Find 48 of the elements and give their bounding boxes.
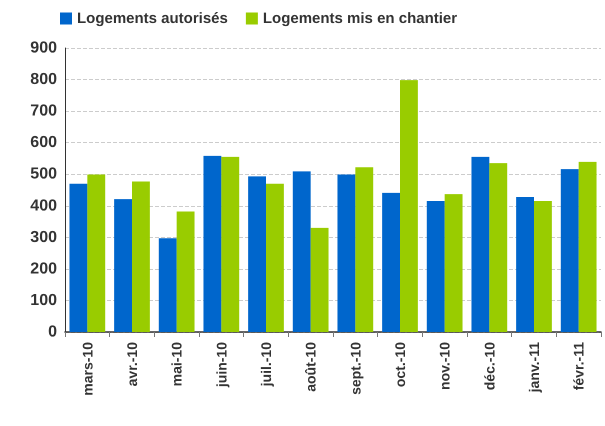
bar — [489, 163, 508, 332]
bar — [248, 176, 266, 332]
y-tick-label: 500 — [30, 166, 58, 183]
y-tick-label: 100 — [30, 292, 58, 309]
bar — [69, 184, 88, 332]
x-tick-label: mars-10 — [79, 342, 96, 396]
x-tick-label: août-10 — [302, 342, 319, 392]
legend-label: Logements mis en chantier — [262, 10, 458, 27]
bar — [382, 192, 400, 332]
bar — [203, 156, 222, 332]
bar — [560, 169, 579, 332]
x-tick-label: juin-10 — [213, 342, 230, 388]
bar — [426, 201, 445, 332]
bar — [132, 181, 150, 332]
y-tick-label: 900 — [30, 40, 58, 56]
x-tick-label: sept.-10 — [347, 342, 364, 395]
bar — [266, 184, 284, 332]
x-tick-label: oct.-10 — [392, 342, 408, 388]
bar — [176, 211, 195, 332]
y-tick-label: 300 — [30, 228, 58, 246]
y-tick-label: 700 — [30, 102, 58, 120]
x-tick-label: déc.-10 — [481, 342, 498, 390]
y-tick-label: 800 — [30, 71, 58, 88]
bar — [292, 171, 311, 332]
bar — [114, 199, 132, 332]
bar — [444, 194, 463, 332]
bar — [516, 196, 534, 332]
x-tick-label: nov.-10 — [436, 342, 453, 390]
bar — [578, 162, 597, 332]
bar — [337, 174, 356, 332]
y-tick-label: 0 — [48, 324, 58, 340]
x-tick-label: janv.-11 — [526, 342, 542, 394]
x-tick-label: avr.-10 — [124, 342, 140, 386]
bar — [400, 80, 418, 332]
y-tick-label: 200 — [30, 260, 58, 278]
bar — [221, 156, 240, 332]
legend-label: Logements autorisés — [77, 10, 228, 27]
y-tick-label: 400 — [30, 197, 58, 214]
x-tick-label: juil.-10 — [258, 342, 274, 388]
bar — [471, 156, 490, 332]
bar — [310, 228, 329, 332]
x-tick-label: févr.-11 — [570, 342, 587, 390]
bar — [158, 238, 177, 332]
bar — [87, 174, 106, 332]
x-tick-label: mai-10 — [168, 342, 185, 386]
bar — [534, 201, 552, 332]
y-tick-label: 600 — [30, 134, 58, 152]
bar — [355, 167, 374, 332]
